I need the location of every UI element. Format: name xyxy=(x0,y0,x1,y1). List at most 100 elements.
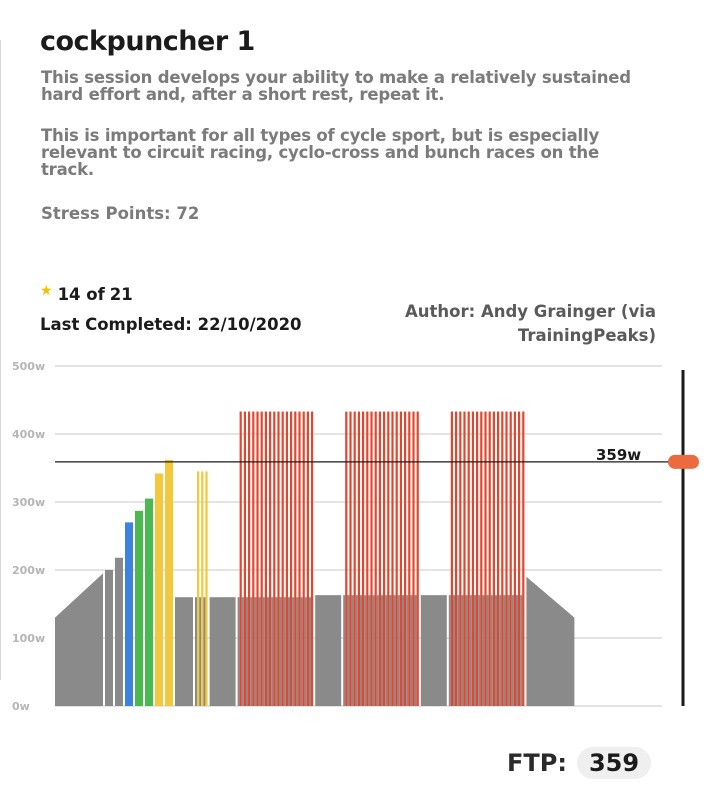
interval-rest-bar xyxy=(304,597,307,706)
interval-effort-bar xyxy=(463,411,466,706)
interval-rest-bar xyxy=(414,595,417,706)
interval-effort-bar xyxy=(357,411,360,706)
ftp-line-label: 359w xyxy=(596,446,641,464)
interval-effort-bar xyxy=(505,411,508,706)
interval-rest-bar xyxy=(482,595,485,706)
interval-effort-bar xyxy=(412,411,415,706)
recovery-block xyxy=(315,595,342,706)
interval-effort-bar xyxy=(239,411,242,706)
warmup-step-bar xyxy=(145,498,153,706)
cooldown-ramp xyxy=(526,576,575,706)
interval-rest-bar xyxy=(250,597,253,706)
interval-rest-bar xyxy=(406,595,409,706)
interval-effort-bar xyxy=(509,411,512,706)
interval-rest-bar xyxy=(465,595,468,706)
interval-effort-bar xyxy=(404,411,407,706)
interval-rest-bar xyxy=(397,595,400,706)
workout-profile-chart: 500w 400w 300w 200w 100w 0w 359w xyxy=(12,360,699,713)
interval-effort-bar xyxy=(353,411,356,706)
interval-rest-bar xyxy=(364,595,367,706)
interval-rest-bar xyxy=(254,597,257,706)
interval-rest-bar xyxy=(520,595,523,706)
interval-effort-bar xyxy=(290,411,293,706)
interval-effort-bar xyxy=(277,411,280,706)
ftp-value[interactable]: 359 xyxy=(576,747,652,779)
interval-effort-bar xyxy=(387,411,390,706)
interval-effort-bar xyxy=(269,411,272,706)
interval-effort-bar xyxy=(362,411,365,706)
interval-rest-bar xyxy=(283,597,286,706)
interval-effort-bar xyxy=(197,471,200,706)
warmup-step-bar xyxy=(105,570,113,706)
interval-rest-bar xyxy=(410,595,413,706)
interval-effort-bar xyxy=(252,411,255,706)
y-tick-label: 500w xyxy=(12,360,45,373)
interval-rest-bar xyxy=(381,595,383,706)
interval-rest-bar xyxy=(448,595,451,706)
interval-rest-bar xyxy=(360,595,362,706)
interval-effort-bar xyxy=(378,411,381,706)
interval-effort-bar xyxy=(256,411,259,706)
interval-rest-bar xyxy=(355,595,358,706)
y-tick-label: 400w xyxy=(12,428,45,441)
workout-rating: ★ 14 of 21 xyxy=(40,283,133,304)
interval-effort-bar xyxy=(522,411,525,706)
interval-effort-bar xyxy=(480,411,483,706)
interval-rest-bar xyxy=(499,595,502,706)
interval-effort-bar xyxy=(306,411,309,706)
interval-effort-bar xyxy=(391,411,394,706)
y-tick-label: 100w xyxy=(12,632,45,645)
interval-effort-bar xyxy=(497,411,500,706)
interval-rest-bar xyxy=(461,595,464,706)
interval-effort-bar xyxy=(243,411,246,706)
interval-effort-bar xyxy=(260,411,263,706)
interval-rest-bar xyxy=(258,597,261,706)
interval-rest-bar xyxy=(457,595,460,706)
interval-effort-bar xyxy=(501,411,504,706)
interval-rest-bar xyxy=(267,597,269,706)
interval-rest-bar xyxy=(351,595,354,706)
workout-author: Author: Andy Grainger (via TrainingPeaks… xyxy=(405,302,656,345)
rating-total: 21 xyxy=(109,285,133,304)
interval-rest-bar xyxy=(195,597,197,706)
interval-effort-bar xyxy=(285,411,288,706)
y-tick-label: 200w xyxy=(12,564,45,577)
interval-rest-bar xyxy=(469,595,472,706)
interval-rest-bar xyxy=(246,597,248,706)
interval-effort-bar xyxy=(395,411,398,706)
recovery-block xyxy=(209,597,236,706)
interval-effort-bar xyxy=(383,411,386,706)
left-border xyxy=(0,40,1,680)
interval-rest-bar xyxy=(372,595,375,706)
interval-rest-bar xyxy=(453,595,455,706)
ftp-display: FTP: 359 xyxy=(507,747,652,779)
interval-rest-bar xyxy=(279,597,282,706)
interval-effort-bar xyxy=(513,411,516,706)
y-tick-label: 0w xyxy=(12,700,30,713)
interval-rest-bar xyxy=(262,597,265,706)
interval-rest-bar xyxy=(199,597,202,706)
interval-effort-bar xyxy=(273,411,276,706)
workout-description: This session develops your ability to ma… xyxy=(41,68,631,104)
slider-handle[interactable] xyxy=(668,454,699,469)
interval-rest-bar xyxy=(516,595,518,706)
interval-rest-bar xyxy=(343,595,346,706)
ftp-label: FTP: xyxy=(507,749,567,777)
recovery-block xyxy=(420,595,447,706)
interval-rest-bar xyxy=(368,595,371,706)
interval-effort-bar xyxy=(370,411,373,706)
warmup-step-bar xyxy=(165,459,173,706)
interval-effort-bar xyxy=(471,411,474,706)
interval-rest-bar xyxy=(347,595,350,706)
warmup-step-bar xyxy=(115,557,123,706)
interval-effort-bar xyxy=(492,411,495,706)
interval-effort-bar xyxy=(374,411,377,706)
interval-effort-bar xyxy=(248,411,251,706)
interval-effort-bar xyxy=(408,411,411,706)
interval-rest-bar xyxy=(393,595,396,706)
interval-effort-bar xyxy=(201,471,204,706)
interval-effort-bar xyxy=(459,411,462,706)
interval-rest-bar xyxy=(376,595,379,706)
interval-effort-bar xyxy=(416,411,419,706)
interval-effort-bar xyxy=(298,411,301,706)
